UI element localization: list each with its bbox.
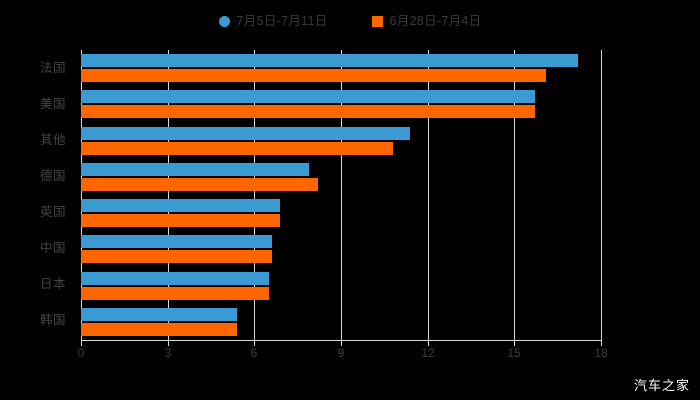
x-tick-mark-0 — [81, 340, 82, 346]
gridline-18 — [601, 50, 602, 340]
x-tick-mark-9 — [341, 340, 342, 346]
y-axis-label-0: 法国 — [39, 60, 66, 75]
x-tick-label-6: 6 — [250, 346, 258, 360]
gridline-3 — [168, 50, 169, 340]
x-tick-mark-3 — [168, 340, 169, 346]
x-tick-mark-12 — [428, 340, 429, 346]
plot-area: 0 3 6 9 12 15 18 — [78, 50, 608, 359]
x-tick-label-9: 9 — [337, 346, 345, 360]
bar-group-韩国 — [81, 304, 601, 340]
legend-swatch-icon-series-2 — [371, 15, 383, 27]
x-tick-label-12: 12 — [421, 346, 435, 360]
legend-label-series-1: 7月5日-7月11日 — [236, 13, 328, 28]
bar-英国-series-1[interactable] — [81, 199, 281, 213]
bar-group-德国 — [81, 159, 601, 195]
bar-group-美国 — [81, 86, 601, 122]
bar-法国-series-1[interactable] — [81, 54, 578, 68]
bar-英国-series-2[interactable] — [81, 214, 281, 228]
y-axis-label-1: 美国 — [39, 96, 66, 111]
bar-日本-series-1[interactable] — [81, 271, 269, 285]
gridline-15 — [514, 50, 515, 340]
y-axis-label-6: 日本 — [39, 276, 66, 291]
y-axis-label-4: 英国 — [39, 204, 66, 219]
bar-group-法国 — [81, 50, 601, 86]
bar-其他-series-2[interactable] — [81, 141, 393, 155]
bar-德国-series-1[interactable] — [81, 162, 310, 176]
bar-中国-series-2[interactable] — [81, 250, 272, 264]
legend-item-series-2[interactable]: 6月28日-7月4日 — [371, 13, 482, 28]
legend-item-series-1[interactable]: 7月5日-7月11日 — [218, 13, 328, 28]
bar-中国-series-1[interactable] — [81, 235, 272, 249]
y-axis-label-2: 其他 — [39, 132, 66, 147]
x-tick-mark-15 — [514, 340, 515, 346]
gridline-12 — [428, 50, 429, 340]
y-axis-label-3: 德国 — [39, 168, 66, 183]
bar-其他-series-1[interactable] — [81, 126, 411, 140]
gridline-9 — [341, 50, 342, 340]
bar-group-中国 — [81, 231, 601, 267]
watermark: 汽车之家 — [633, 378, 690, 393]
x-tick-mark-18 — [601, 340, 602, 346]
bar-美国-series-2[interactable] — [81, 105, 535, 119]
legend-label-series-2: 6月28日-7月4日 — [389, 13, 482, 28]
bar-韩国-series-1[interactable] — [81, 307, 237, 321]
x-tick-label-3: 3 — [164, 346, 172, 360]
y-axis-label-5: 中国 — [39, 240, 66, 255]
x-tick-mark-6 — [254, 340, 255, 346]
bar-group-日本 — [81, 268, 601, 304]
x-tick-label-18: 18 — [594, 346, 608, 360]
x-tick-label-0: 0 — [77, 346, 85, 360]
gridline-6 — [254, 50, 255, 340]
bar-韩国-series-2[interactable] — [81, 322, 237, 336]
bar-group-英国 — [81, 195, 601, 231]
chart-legend: 7月5日-7月11日 6月28日-7月4日 — [0, 8, 700, 34]
x-tick-label-15: 15 — [507, 346, 521, 360]
y-axis-label-7: 韩国 — [39, 312, 66, 327]
bar-德国-series-2[interactable] — [81, 177, 318, 191]
legend-swatch-icon-series-1 — [218, 15, 230, 27]
bar-日本-series-2[interactable] — [81, 286, 269, 300]
y-axis-labels: 法国 美国 其他 德国 英国 中国 日本 韩国 — [0, 50, 74, 340]
bar-法国-series-2[interactable] — [81, 69, 547, 83]
bar-group-其他 — [81, 123, 601, 159]
bar-美国-series-1[interactable] — [81, 90, 535, 104]
gridline-0 — [81, 50, 82, 340]
